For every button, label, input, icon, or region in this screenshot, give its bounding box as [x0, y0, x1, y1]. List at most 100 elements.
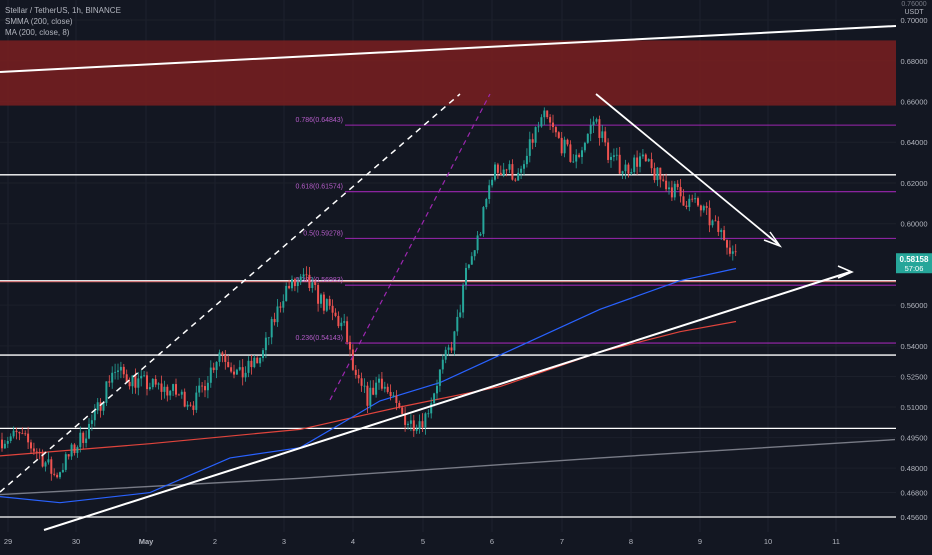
candle-body-237 — [688, 198, 691, 208]
price-tick-11: 0.51000 — [900, 403, 927, 412]
candle-body-47 — [137, 378, 140, 388]
candle-body-185 — [537, 126, 540, 128]
candle-body-71 — [206, 382, 209, 391]
candle-body-195 — [566, 139, 569, 145]
moving-average-layer — [0, 267, 896, 504]
candle-body-168 — [488, 185, 491, 200]
candle-body-166 — [482, 207, 485, 234]
price-axis-currency: USDT — [904, 9, 924, 16]
price-axis-top-label: 0.76000 — [901, 1, 926, 8]
candle-body-178 — [517, 172, 520, 181]
candle-body-12 — [35, 451, 38, 453]
candle-body-69 — [201, 385, 204, 387]
time-tick-3: 2 — [213, 537, 217, 546]
candle-body-56 — [163, 386, 166, 392]
candle-body-60 — [175, 384, 177, 395]
smma-line — [0, 267, 737, 504]
candle-body-4 — [12, 430, 15, 437]
candle-body-176 — [511, 164, 514, 180]
candle-body-226 — [656, 167, 659, 181]
candle-body-10 — [30, 442, 32, 449]
candle-body-223 — [647, 159, 650, 162]
candle-body-135 — [392, 395, 395, 397]
candle-body-143 — [415, 428, 418, 431]
candle-body-29 — [85, 438, 88, 443]
time-tick-1: 30 — [72, 537, 80, 546]
candle-body-45 — [131, 375, 134, 387]
price-tick-6: 0.62000 — [900, 179, 927, 188]
candle-body-96 — [279, 306, 282, 308]
candle-body-252 — [731, 251, 734, 254]
long-ma-line — [0, 438, 896, 496]
ma-indicator-label[interactable]: MA (200, close, 8) — [5, 28, 70, 37]
candle-body-3 — [9, 436, 12, 441]
candle-body-77 — [224, 355, 227, 362]
candle-body-28 — [82, 432, 85, 443]
candle-body-107 — [311, 282, 314, 288]
symbol-title[interactable]: Stellar / TetherUS, 1h, BINANCE — [5, 6, 121, 15]
candle-body-162 — [470, 256, 473, 265]
candle-body-190 — [552, 122, 554, 128]
candle-body-188 — [546, 110, 549, 118]
candle-body-59 — [172, 384, 175, 391]
candle-body-171 — [496, 164, 499, 173]
candle-body-225 — [653, 168, 656, 181]
candle-body-137 — [398, 402, 401, 408]
candle-body-55 — [160, 383, 163, 392]
candle-body-14 — [41, 453, 44, 467]
price-tick-9: 0.54000 — [900, 342, 927, 351]
candle-body-179 — [520, 168, 523, 173]
price-tick-15: 0.45600 — [900, 513, 927, 522]
candle-body-230 — [668, 187, 670, 190]
ascending-support-line — [43, 271, 851, 531]
candle-body-40 — [117, 370, 119, 372]
candle-body-39 — [114, 371, 117, 373]
candle-body-93 — [270, 319, 273, 338]
last-price-badge — [896, 253, 932, 274]
candle-body-218 — [633, 157, 636, 172]
candle-body-215 — [624, 164, 627, 172]
candle-body-94 — [273, 319, 276, 323]
candle-body-229 — [665, 180, 668, 190]
candle-body-30 — [88, 423, 90, 439]
candle-body-158 — [459, 312, 462, 317]
candle-body-84 — [244, 372, 247, 378]
candle-body-133 — [386, 386, 389, 392]
candle-body-246 — [714, 220, 717, 222]
candle-body-142 — [412, 420, 415, 431]
candle-body-213 — [618, 154, 621, 174]
candle-body-209 — [607, 142, 610, 160]
candle-body-149 — [433, 393, 436, 404]
candle-body-157 — [456, 316, 459, 332]
candle-body-164 — [476, 235, 479, 251]
candle-body-224 — [650, 159, 653, 169]
candle-body-233 — [676, 183, 679, 188]
smma-indicator-label[interactable]: SMMA (200, close) — [5, 17, 73, 26]
candle-body-172 — [499, 172, 502, 175]
candle-body-101 — [293, 279, 296, 287]
candle-body-32 — [93, 410, 96, 421]
candle-body-53 — [154, 378, 157, 385]
candle-body-177 — [514, 179, 517, 181]
resistance-zone-layer — [0, 40, 896, 106]
candle-body-189 — [549, 117, 552, 123]
candle-body-231 — [670, 187, 673, 198]
candle-body-211 — [612, 155, 615, 157]
candle-body-27 — [79, 432, 82, 448]
candle-body-219 — [636, 157, 639, 167]
candle-body-100 — [291, 279, 293, 289]
descending-resistance-line — [595, 93, 779, 245]
candle-body-204 — [592, 121, 595, 126]
candle-body-121 — [351, 349, 354, 370]
candle-body-197 — [572, 161, 575, 163]
trendline-drawings-layer[interactable] — [0, 25, 897, 531]
candle-body-51 — [148, 387, 151, 390]
time-tick-2: May — [139, 537, 154, 546]
candle-body-169 — [491, 179, 494, 186]
candle-body-160 — [465, 267, 467, 286]
candle-body-79 — [230, 367, 233, 372]
candle-body-134 — [389, 391, 392, 396]
chart-legend: Stellar / TetherUS, 1h, BINANCE SMMA (20… — [5, 5, 121, 38]
